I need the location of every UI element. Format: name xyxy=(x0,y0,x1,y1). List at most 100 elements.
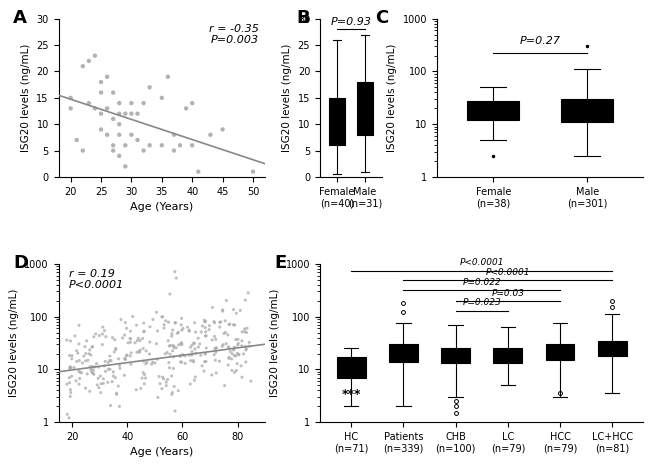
Point xyxy=(231,367,242,374)
Point xyxy=(84,387,95,395)
Point xyxy=(159,321,170,328)
Point xyxy=(62,336,72,344)
Y-axis label: ISG20 levels (ng/mL): ISG20 levels (ng/mL) xyxy=(387,44,397,152)
Point xyxy=(177,351,188,358)
Point xyxy=(153,394,163,401)
Point xyxy=(75,369,85,376)
Point xyxy=(72,358,82,365)
Point xyxy=(241,329,252,336)
Point xyxy=(141,347,151,355)
Point xyxy=(155,380,165,387)
Point xyxy=(200,318,211,325)
Point xyxy=(209,319,220,326)
Point xyxy=(243,289,254,296)
Point xyxy=(119,371,129,379)
Point xyxy=(133,136,143,144)
Point xyxy=(138,99,149,107)
Point xyxy=(211,335,221,343)
Point xyxy=(157,313,167,321)
Text: E: E xyxy=(275,255,287,272)
X-axis label: Age (Years): Age (Years) xyxy=(130,447,194,457)
Point xyxy=(80,343,90,350)
Point xyxy=(73,368,84,375)
Point xyxy=(165,350,176,358)
Point xyxy=(138,319,149,327)
Point xyxy=(139,371,150,378)
Point xyxy=(85,363,96,371)
Point xyxy=(133,110,143,117)
PathPatch shape xyxy=(493,348,522,363)
Point xyxy=(239,325,250,333)
Point xyxy=(160,350,170,358)
Text: P<0.0001: P<0.0001 xyxy=(460,258,504,267)
Point xyxy=(181,105,191,112)
Point xyxy=(200,358,210,365)
Point xyxy=(77,147,88,154)
Y-axis label: ISG20 levels (ng/mL): ISG20 levels (ng/mL) xyxy=(282,44,293,152)
Point xyxy=(130,339,140,347)
Point xyxy=(170,319,180,326)
Point xyxy=(139,327,150,335)
Point xyxy=(189,377,200,384)
Point xyxy=(96,126,106,133)
Point xyxy=(99,327,110,334)
Point xyxy=(176,358,186,365)
Point xyxy=(224,321,234,328)
Point xyxy=(227,367,237,374)
Point xyxy=(185,380,196,388)
Point xyxy=(242,325,252,332)
Point xyxy=(188,358,199,365)
Point xyxy=(244,339,254,346)
Text: r = 0.19
P<0.0001: r = 0.19 P<0.0001 xyxy=(69,269,124,290)
Point xyxy=(209,333,220,340)
Point xyxy=(200,332,211,340)
Point xyxy=(184,327,194,335)
Point xyxy=(187,351,197,359)
Point xyxy=(123,339,133,347)
Text: ***: *** xyxy=(341,388,361,401)
Point xyxy=(96,380,107,387)
Point xyxy=(132,337,142,344)
Point xyxy=(240,346,251,354)
Point xyxy=(86,351,96,359)
Point xyxy=(207,336,217,344)
Point xyxy=(169,131,179,138)
Text: P=0.022: P=0.022 xyxy=(462,278,501,287)
Point xyxy=(86,363,97,370)
Point xyxy=(120,355,130,363)
Y-axis label: ISG20 levels (ng/mL): ISG20 levels (ng/mL) xyxy=(270,289,280,397)
Point xyxy=(148,316,158,323)
PathPatch shape xyxy=(337,357,365,378)
Point xyxy=(126,110,136,117)
PathPatch shape xyxy=(467,101,519,120)
Point xyxy=(131,386,142,393)
Point xyxy=(86,366,96,373)
Point xyxy=(66,94,76,102)
Point xyxy=(165,342,176,349)
Point xyxy=(207,371,217,379)
Point xyxy=(131,321,142,329)
Point xyxy=(90,330,101,338)
Point xyxy=(107,378,118,386)
Point xyxy=(146,360,157,368)
Point xyxy=(211,348,221,356)
Point xyxy=(135,347,146,354)
Point xyxy=(214,318,225,326)
Point xyxy=(92,381,103,389)
Point xyxy=(88,369,98,377)
Point xyxy=(211,369,222,377)
Point xyxy=(162,376,173,383)
Point xyxy=(103,359,114,366)
Point xyxy=(102,105,112,112)
Point xyxy=(70,332,80,340)
Point xyxy=(137,374,148,382)
Point xyxy=(176,339,187,347)
Point xyxy=(108,142,118,149)
Point xyxy=(240,328,250,335)
Point xyxy=(121,352,131,360)
Point xyxy=(138,147,149,154)
Point xyxy=(120,319,131,326)
Point xyxy=(180,360,190,367)
Point xyxy=(98,323,108,331)
Point xyxy=(103,378,113,386)
